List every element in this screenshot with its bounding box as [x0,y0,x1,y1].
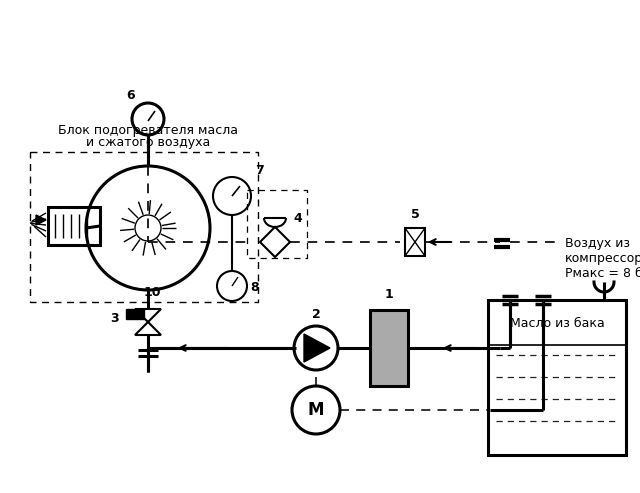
Bar [405,228,425,256]
Text: 4: 4 [293,212,301,225]
Text: 8: 8 [250,281,259,294]
Text: 7: 7 [255,164,264,177]
Polygon shape [304,334,330,362]
Text: Масло из бака: Масло из бака [510,317,605,330]
Text: 5: 5 [411,208,420,221]
Text: 3: 3 [110,312,118,325]
Text: 1: 1 [385,288,394,301]
Polygon shape [135,309,161,322]
Text: 6: 6 [126,89,134,102]
Text: Воздух из
компрессора
Рмакс = 8 бар: Воздух из компрессора Рмакс = 8 бар [565,237,640,280]
Text: 2: 2 [312,308,321,321]
Bar [48,207,100,245]
Text: М: М [308,401,324,419]
Polygon shape [36,215,46,225]
Bar [370,310,408,386]
Text: 10: 10 [144,286,161,299]
Text: и сжатого воздуха: и сжатого воздуха [86,136,210,149]
Polygon shape [135,322,161,335]
Bar [126,309,144,319]
Text: Блок подогревателя масла: Блок подогревателя масла [58,124,238,137]
Bar [488,300,626,455]
